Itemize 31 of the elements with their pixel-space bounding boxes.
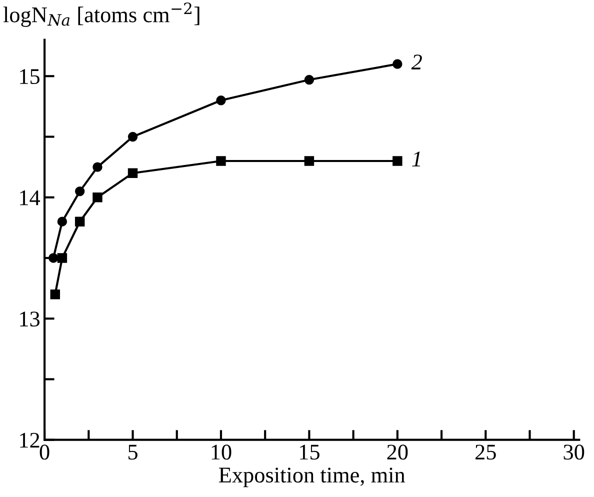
series-label: 1 <box>412 152 420 166</box>
point <box>216 156 226 166</box>
point <box>92 162 102 172</box>
point <box>128 132 138 142</box>
point <box>57 253 68 263</box>
point <box>50 290 60 300</box>
point <box>74 186 85 196</box>
series-label: 2 <box>411 54 422 70</box>
x-tick-label: 10 <box>212 444 232 460</box>
point <box>304 156 314 166</box>
x-tick-label: 0 <box>40 444 50 460</box>
x-tick-label: 25 <box>476 444 496 460</box>
point <box>392 59 402 69</box>
point <box>92 192 102 202</box>
y-axis-title: logN$_{Na}$ [atoms cm$^{−2}$] <box>3 2 200 27</box>
point <box>74 216 85 226</box>
y-tick-label: 14 <box>20 190 40 206</box>
point <box>57 216 68 226</box>
x-tick-label: 30 <box>564 444 584 460</box>
point <box>392 156 402 166</box>
x-tick-label: 20 <box>387 444 408 460</box>
y-tick-label: 12 <box>20 432 40 448</box>
point <box>216 96 226 106</box>
y-tick-label: 15 <box>20 69 40 84</box>
point <box>128 168 138 178</box>
x-tick-label: 5 <box>128 444 138 460</box>
point <box>304 74 314 85</box>
point <box>48 253 58 263</box>
x-axis-title: Exposition time, min <box>218 468 406 488</box>
x-tick-label: 15 <box>300 444 320 460</box>
y-tick-label: 13 <box>20 312 40 327</box>
